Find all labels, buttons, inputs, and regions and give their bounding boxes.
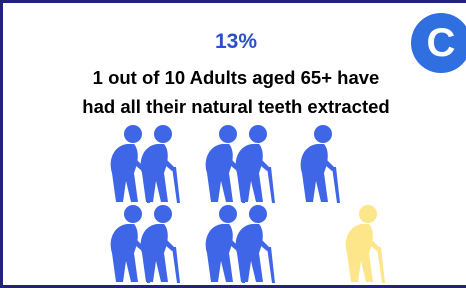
infographic-frame: C 13% 1 out of 10 Adults aged 65+ have h… [0, 0, 466, 288]
stat: 13% [3, 30, 466, 54]
caption-line: had all their natural teeth extracted [3, 96, 466, 118]
person-icons [111, 125, 340, 283]
highlighted-person-icon [346, 205, 385, 283]
caption-line: 1 out of 10 Adults aged 65+ have [3, 67, 466, 89]
